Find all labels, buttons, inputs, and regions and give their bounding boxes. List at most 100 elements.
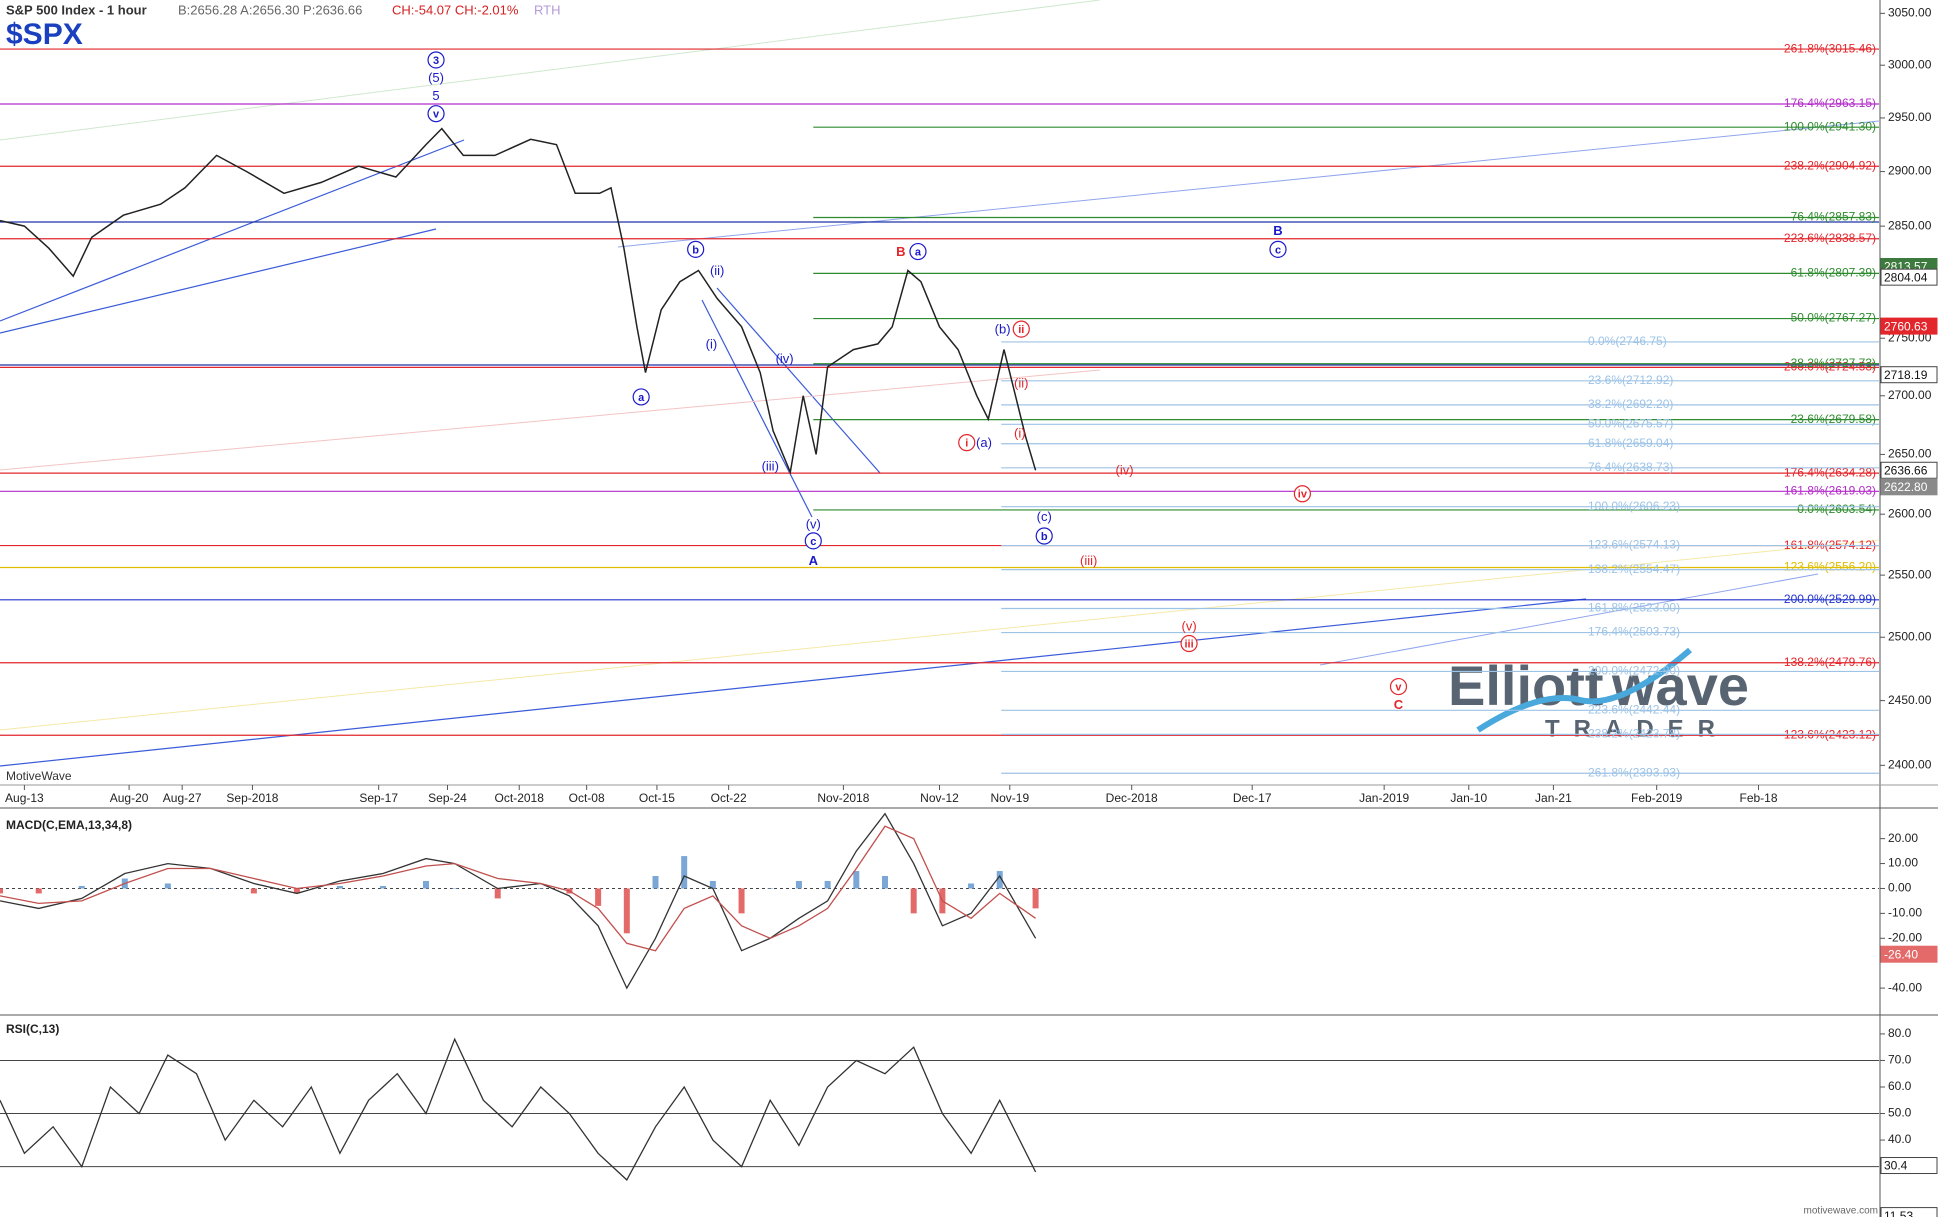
x-tick-label: Oct-2018 (495, 791, 545, 805)
trend-line (0, 598, 1587, 767)
trend-line (1319, 573, 1819, 666)
y-tick-label: 2400.00 (1888, 758, 1932, 772)
price-tag (1880, 366, 1938, 384)
quote-prices: B:2656.28 A:2656.30 P:2636.66 (178, 2, 362, 17)
wave-label: (iii) (1080, 553, 1097, 568)
price-tag-label: -26.40 (1884, 947, 1918, 961)
symbol: $SPX (6, 18, 83, 51)
fib-label: 161.8%(2619.03) (1784, 483, 1876, 497)
trend-line (0, 228, 437, 334)
y-tick-label: 50.0 (1888, 1106, 1912, 1120)
y-tick-label: 2500.00 (1888, 629, 1932, 643)
y-tick-label: 2450.00 (1888, 693, 1932, 707)
fib-label: 176.4%(2963.15) (1784, 96, 1876, 110)
wave-circle (1389, 677, 1408, 696)
x-tick-label: Oct-22 (711, 791, 747, 805)
wave-label: (ii) (710, 263, 724, 278)
y-tick-label: 2950.00 (1888, 110, 1932, 124)
histogram-bar (767, 888, 774, 889)
fib-label: 76.4%(2638.73) (1588, 460, 1673, 474)
wave-label: ii (1018, 324, 1024, 336)
fib-label: 200.0%(2529.99) (1784, 592, 1876, 606)
series-line (0, 127, 1037, 475)
x-tick-label: Oct-08 (569, 791, 605, 805)
logo-word: TRADER (1545, 715, 1729, 742)
histogram-bar (910, 888, 917, 914)
y-tick-label: 10.00 (1888, 856, 1918, 870)
price-tag (1880, 268, 1938, 286)
watermark: MotiveWave (6, 769, 72, 783)
wave-label: A (809, 553, 819, 568)
y-tick-label: 40.0 (1888, 1132, 1912, 1146)
y-tick-label: 3050.00 (1888, 6, 1932, 20)
y-tick-label: 60.0 (1888, 1079, 1912, 1093)
x-tick-label: Feb-18 (1739, 791, 1777, 805)
series-line (0, 825, 1036, 952)
wave-label: (b) (995, 322, 1011, 337)
histogram-bar (537, 888, 544, 889)
wave-circle (427, 105, 445, 123)
wave-label: (iv) (1116, 462, 1134, 477)
wave-label: v (1395, 681, 1402, 693)
y-tick-label: 70.0 (1888, 1053, 1912, 1067)
wave-label: (iii) (762, 459, 779, 474)
wave-label: 3 (433, 55, 439, 67)
wave-label: (a) (976, 435, 992, 450)
fib-label: 23.6%(2679.58) (1791, 412, 1876, 426)
logo-word: wave (1611, 654, 1749, 717)
panel-title: MACD(C,EMA,13,34,8) (6, 818, 132, 832)
fib-label: 223.6%(2838.57) (1784, 231, 1876, 245)
trend-line (0, 369, 1101, 471)
histogram-bar (164, 883, 171, 889)
wave-label: (i) (1014, 426, 1026, 441)
wave-label: a (638, 392, 645, 404)
x-tick-label: Sep-2018 (226, 791, 278, 805)
histogram-bar (451, 888, 458, 889)
fib-label: 0.0%(2603.54) (1797, 502, 1876, 516)
histogram-bar (738, 888, 745, 914)
fib-label: 38.2%(2692.20) (1588, 397, 1673, 411)
x-tick-label: Sep-24 (428, 791, 467, 805)
fib-label: 123.6%(2556.20) (1784, 560, 1876, 574)
wave-label: b (1041, 531, 1048, 543)
x-tick-label: Aug-27 (163, 791, 202, 805)
fib-label: 223.6%(2442.44) (1588, 703, 1680, 717)
fib-label: 176.4%(2634.28) (1784, 465, 1876, 479)
logo: Elliott wave TRADER (1448, 647, 1749, 742)
wave-label: B (1273, 223, 1282, 238)
quote-session: RTH (534, 2, 560, 17)
y-tick-label: 80.0 (1888, 1026, 1912, 1040)
fib-label: 138.2%(2554.47) (1588, 562, 1680, 576)
price-tag (1880, 317, 1938, 335)
wave-circle (687, 240, 705, 258)
wave-circle (1012, 320, 1030, 338)
price-tag-label: 2622.80 (1884, 480, 1928, 494)
wave-label: (i) (706, 336, 718, 351)
fib-label: 161.8%(2523.00) (1588, 601, 1680, 615)
price-tag-label: 11.53 (1884, 1209, 1913, 1217)
histogram-bar (35, 888, 42, 894)
histogram-bar (824, 880, 831, 889)
wave-label: v (433, 109, 440, 121)
wave-label: a (915, 246, 922, 258)
x-tick-label: Nov-2018 (817, 791, 869, 805)
wave-label: (iv) (776, 351, 794, 366)
trend-line (0, 0, 1101, 141)
x-tick-label: Jan-21 (1535, 791, 1572, 805)
histogram-bar (623, 888, 630, 934)
histogram-bar (494, 888, 501, 899)
fib-label: 138.2%(2479.76) (1784, 655, 1876, 669)
fib-label: 238.2%(2904.92) (1784, 158, 1876, 172)
quote-change: CH:-54.07 CH:-2.01% (392, 2, 519, 17)
price-tag-label: 30.4 (1884, 1159, 1908, 1173)
wave-label: (5) (428, 70, 444, 85)
fib-label: 123.6%(2574.13) (1588, 538, 1680, 552)
histogram-bar (1032, 888, 1039, 909)
fib-label: 76.4%(2857.83) (1791, 210, 1876, 224)
trend-line (617, 120, 1880, 248)
wave-label: iii (1184, 638, 1193, 650)
y-tick-label: 2650.00 (1888, 447, 1932, 461)
trend-line (0, 539, 1880, 731)
y-tick-label: -10.00 (1888, 906, 1922, 920)
